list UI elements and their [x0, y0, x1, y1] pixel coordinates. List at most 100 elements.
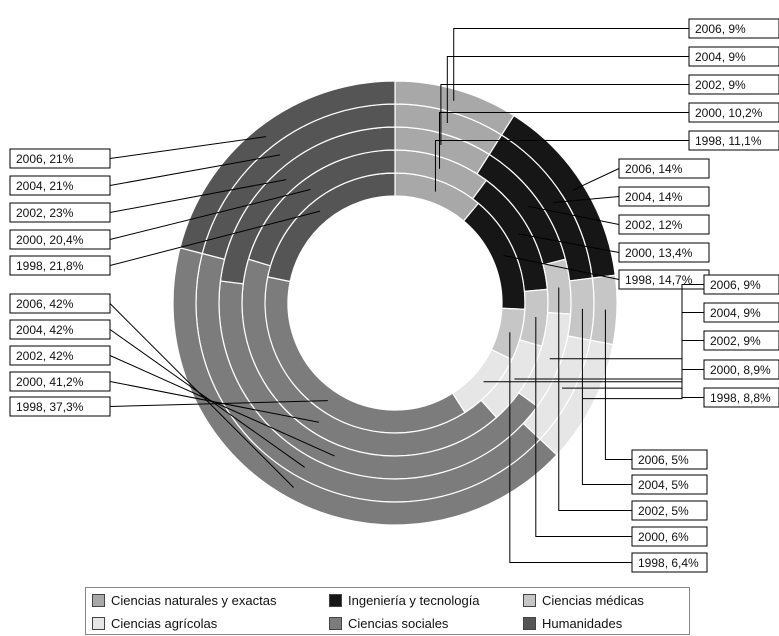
- legend-label: Ciencias agrícolas: [111, 615, 218, 631]
- callout-leader-line: [604, 309, 632, 460]
- callout-box: [9, 396, 111, 417]
- callout-box: [688, 18, 779, 39]
- callout-label-1998-humanidades: 1998, 21,8%: [16, 259, 84, 273]
- callout-leader-line: [109, 210, 321, 266]
- callout-label-2004-humanidades: 2004, 21%: [16, 179, 74, 193]
- callout-label-1998-ciencias-naturales-y-exactas: 1998, 11,1%: [695, 134, 762, 148]
- callout-box: [703, 302, 779, 323]
- callout-leader-line: [509, 332, 632, 563]
- legend-label: Ingeniería y tecnología: [348, 592, 480, 608]
- callout-box: [618, 186, 710, 207]
- callout-leader-line: [434, 140, 689, 192]
- callout-box: [9, 293, 111, 314]
- callout-label-2006-ingenieria-y-tecnologia: 2006, 14%: [625, 162, 683, 176]
- callout-box: [618, 158, 710, 179]
- callout-label-2006-ciencias-medicas: 2006, 5%: [638, 453, 689, 467]
- legend-swatch-ciencias-medicas: [523, 593, 536, 607]
- callout-label-2002-ingenieria-y-tecnologia: 2002, 12%: [625, 218, 683, 232]
- callout-box: [9, 148, 111, 169]
- callout-leader-line: [527, 205, 620, 225]
- callout-leader-line: [553, 196, 620, 204]
- callout-box: [631, 500, 708, 521]
- callout-leader-line: [558, 287, 632, 511]
- callout-label-1998-ingenieria-y-tecnologia: 1998, 14,7%: [625, 273, 693, 287]
- callout-label-2000-ciencias-sociales: 2000, 41,2%: [16, 375, 84, 389]
- callout-label-2004-ciencias-naturales-y-exactas: 2004, 9%: [695, 50, 746, 64]
- callout-label-2004-ciencias-sociales: 2004, 42%: [16, 323, 74, 337]
- callout-box: [618, 214, 710, 235]
- callout-box: [703, 387, 779, 408]
- callout-box: [9, 371, 111, 392]
- legend-swatch-ciencias-naturales: [92, 593, 105, 607]
- legend-item-ciencias-sociales: Ciencias sociales: [329, 614, 448, 632]
- callout-label-2002-humanidades: 2002, 23%: [16, 206, 74, 220]
- legend-item-ciencias-agricolas: Ciencias agrícolas: [92, 614, 217, 632]
- callout-label-2000-ciencias-agricolas: 2000, 8,9%: [710, 363, 771, 377]
- callout-box: [9, 229, 111, 250]
- callout-leader-line: [109, 400, 328, 407]
- legend: Ciencias naturales y exactas Ingeniería …: [85, 587, 690, 635]
- callout-leader-line: [572, 168, 620, 191]
- callout-label-2000-ingenieria-y-tecnologia: 2000, 13,4%: [625, 246, 693, 260]
- callout-label-2000-ciencias-naturales-y-exactas: 2000, 10,2%: [695, 106, 763, 120]
- callout-box: [703, 274, 779, 295]
- callout-box: [688, 74, 779, 95]
- ring-2006-humanidades-segment: [179, 80, 396, 255]
- legend-item-ciencias-medicas: Ciencias médicas: [523, 591, 644, 609]
- callout-leader-line: [109, 329, 305, 468]
- callout-box: [703, 330, 779, 351]
- callout-label-1998-ciencias-agricolas: 1998, 8,8%: [710, 391, 771, 405]
- callout-label-1998-ciencias-sociales: 1998, 37,3%: [16, 400, 84, 414]
- callout-leader-line: [109, 154, 281, 186]
- callout-label-2004-ingenieria-y-tecnologia: 2004, 14%: [625, 190, 683, 204]
- callout-box: [688, 130, 779, 151]
- callout-leader-line: [109, 355, 335, 457]
- callout-leader-line: [503, 254, 620, 280]
- callout-leader-line: [446, 56, 689, 123]
- callout-box: [618, 242, 710, 263]
- callout-label-2004-ciencias-agricolas: 2004, 9%: [710, 306, 761, 320]
- callout-leader-line: [582, 284, 704, 400]
- callout-box: [631, 474, 708, 495]
- legend-swatch-ingenieria: [329, 593, 342, 607]
- callout-box: [688, 46, 779, 67]
- callout-leader-line: [439, 112, 689, 169]
- callout-label-2006-ciencias-naturales-y-exactas: 2006, 9%: [695, 22, 746, 36]
- callout-box: [703, 359, 779, 380]
- callout-label-1998-ciencias-medicas: 1998, 6,4%: [638, 556, 699, 570]
- donut-rings: [172, 80, 618, 526]
- callout-box: [9, 345, 111, 366]
- callout-label-2002-ciencias-sociales: 2002, 42%: [16, 349, 74, 363]
- callout-label-2002-ciencias-agricolas: 2002, 9%: [710, 334, 761, 348]
- callout-leader-line: [535, 316, 632, 537]
- callout-box: [9, 319, 111, 340]
- callout-leader-line: [109, 189, 311, 240]
- callout-box: [688, 102, 779, 123]
- callout-label-2002-ciencias-naturales-y-exactas: 2002, 9%: [695, 78, 746, 92]
- callout-box: [631, 449, 708, 470]
- legend-item-ingenieria: Ingeniería y tecnología: [329, 591, 480, 609]
- legend-item-humanidades: Humanidades: [523, 614, 622, 632]
- legend-swatch-ciencias-agricolas: [92, 616, 105, 630]
- callout-leader-line: [581, 308, 632, 485]
- callout-label-2000-humanidades: 2000, 20,4%: [16, 233, 84, 247]
- callout-box: [9, 175, 111, 196]
- legend-label: Ciencias médicas: [542, 592, 644, 608]
- ring-2006-ciencias-medicas-segment: [589, 274, 618, 346]
- callout-leader-line: [453, 28, 689, 101]
- legend-item-ciencias-naturales: Ciencias naturales y exactas: [92, 591, 276, 609]
- legend-swatch-humanidades: [523, 616, 536, 630]
- callout-box: [9, 202, 111, 223]
- callout-leader-line: [109, 303, 294, 488]
- callout-box: [631, 552, 708, 573]
- callout-box: [631, 526, 708, 547]
- callout-label-2006-humanidades: 2006, 21%: [16, 152, 74, 166]
- callout-leader-line: [518, 233, 620, 253]
- callout-label-2000-ciencias-medicas: 2000, 6%: [638, 530, 689, 544]
- callout-box: [9, 255, 111, 276]
- legend-label: Ciencias sociales: [348, 615, 449, 631]
- ring-2004-ciencias-medicas-segment: [567, 277, 595, 341]
- callout-leader-line: [109, 179, 287, 213]
- callout-labels: 1998, 11,1% 2000, 10,2% 2002, 9% 2004, 9% 20…: [9, 18, 779, 573]
- legend-label: Humanidades: [542, 615, 623, 631]
